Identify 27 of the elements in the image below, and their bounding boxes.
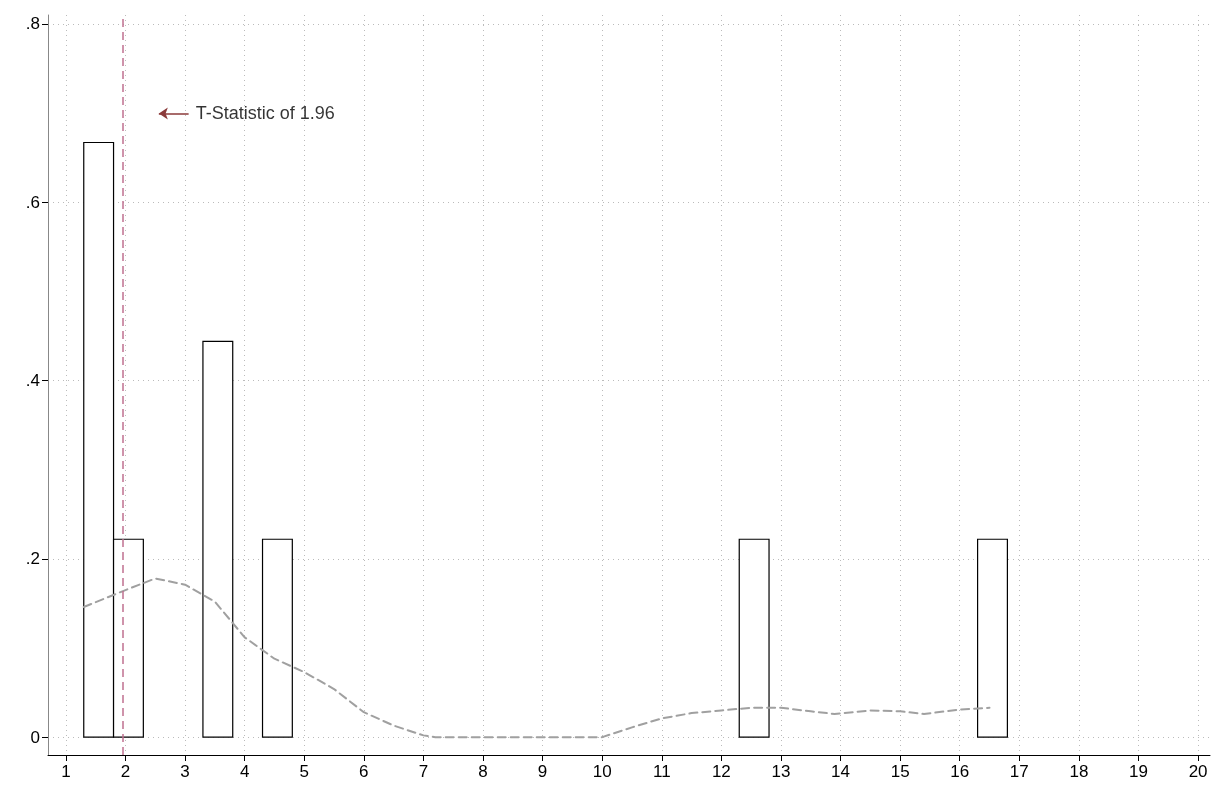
x-tick-label: 20 [1188,762,1208,781]
x-tick-label: 1 [61,762,71,781]
y-tick-label: .4 [25,371,40,391]
x-tick-label: 6 [359,762,369,781]
x-tick-label: 18 [1069,762,1089,781]
x-tick-label: 12 [711,762,731,781]
line-series [82,577,991,739]
x-tick-label: 9 [537,762,548,781]
y-tick-label: .2 [25,549,40,569]
x-tick-label: 16 [950,762,970,781]
x-tick-label: 4 [239,762,250,781]
y-tick-label: 0 [30,727,40,747]
x-tick-label: 10 [592,762,612,781]
annotation: T-Statistic of 1.96 [195,103,335,124]
y-tick-label: .8 [25,14,40,34]
x-tick-label: 13 [771,762,791,781]
x-tick-label: 11 [652,762,671,781]
x-tick-label: 5 [299,762,309,781]
x-tick-label: 15 [890,762,910,781]
x-tick-label: 17 [1009,762,1029,781]
x-tick-label: 7 [418,762,429,781]
y-tick-label: .6 [25,192,40,212]
x-tick-label: 8 [478,762,488,781]
x-tick-label: 3 [180,762,190,781]
x-tick-label: 19 [1129,762,1148,781]
x-tick-label: 14 [831,762,850,781]
x-tick-label: 2 [120,762,131,781]
